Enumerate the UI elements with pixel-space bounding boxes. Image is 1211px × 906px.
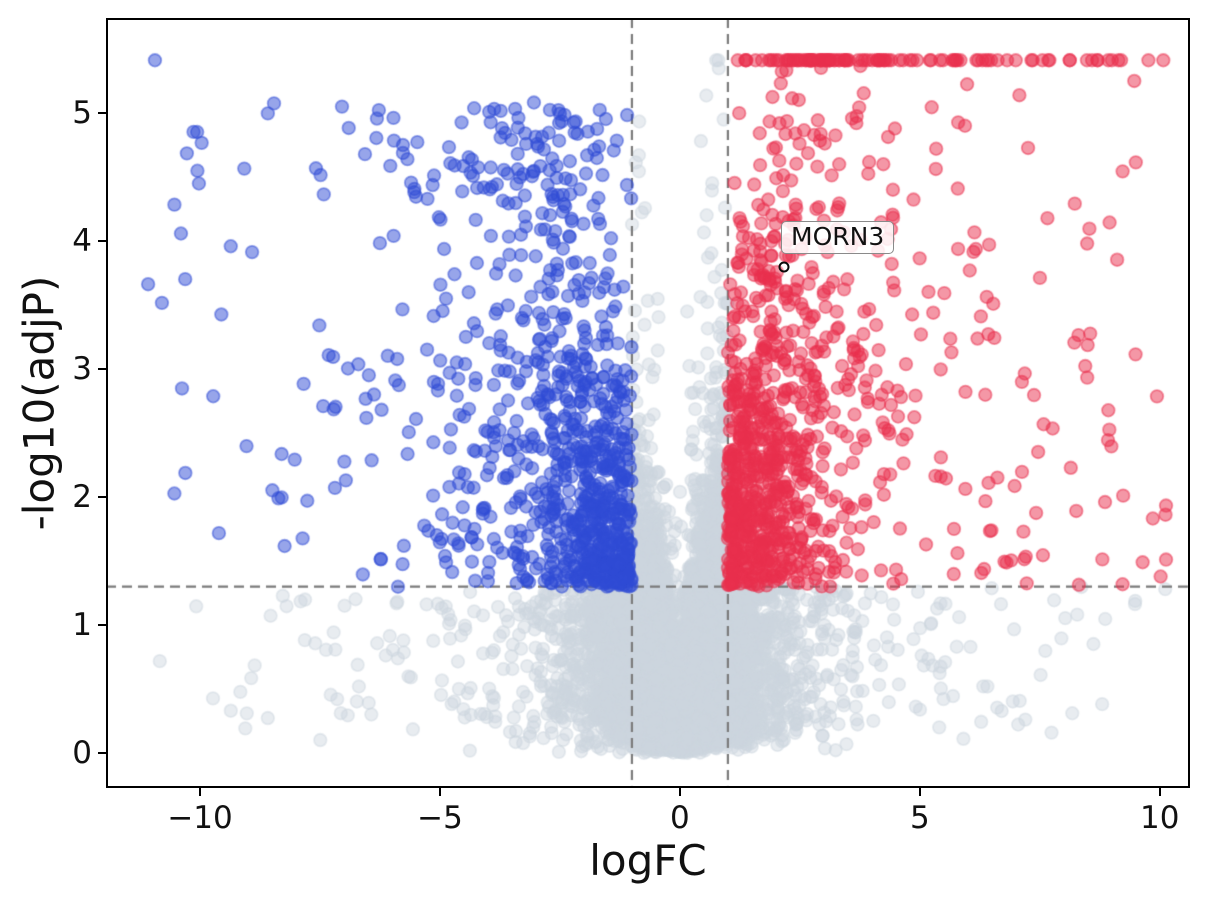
y-tick-label: 1 bbox=[72, 607, 92, 644]
x-tick-mark bbox=[438, 788, 441, 796]
y-tick-label: 4 bbox=[72, 222, 92, 259]
y-tick-label: 0 bbox=[72, 735, 92, 772]
y-axis-label: -log10(adjP) bbox=[14, 275, 64, 531]
y-tick-label: 5 bbox=[72, 94, 92, 131]
gene-annotation-label: MORN3 bbox=[781, 220, 895, 254]
x-tick-mark bbox=[199, 788, 202, 796]
scatter-points-canvas bbox=[106, 18, 1190, 788]
x-axis-label: logFC bbox=[589, 836, 707, 885]
x-tick-mark bbox=[918, 788, 921, 796]
x-tick-mark bbox=[678, 788, 681, 796]
x-tick-label: 5 bbox=[909, 800, 930, 836]
y-tick-label: 3 bbox=[72, 351, 92, 388]
y-tick-mark bbox=[98, 239, 106, 242]
y-tick-mark bbox=[98, 496, 106, 499]
x-tick-label: 10 bbox=[1140, 800, 1180, 836]
x-tick-label: −10 bbox=[167, 800, 233, 836]
x-tick-mark bbox=[1158, 788, 1161, 796]
highlighted-gene-marker bbox=[778, 261, 790, 273]
x-tick-label: 0 bbox=[670, 800, 690, 836]
y-tick-mark bbox=[98, 752, 106, 755]
y-tick-mark bbox=[98, 624, 106, 627]
x-tick-label: −5 bbox=[417, 800, 463, 836]
y-tick-mark bbox=[98, 368, 106, 371]
y-tick-mark bbox=[98, 111, 106, 114]
plot-area: MORN3 bbox=[106, 18, 1190, 788]
y-tick-label: 2 bbox=[72, 479, 92, 516]
